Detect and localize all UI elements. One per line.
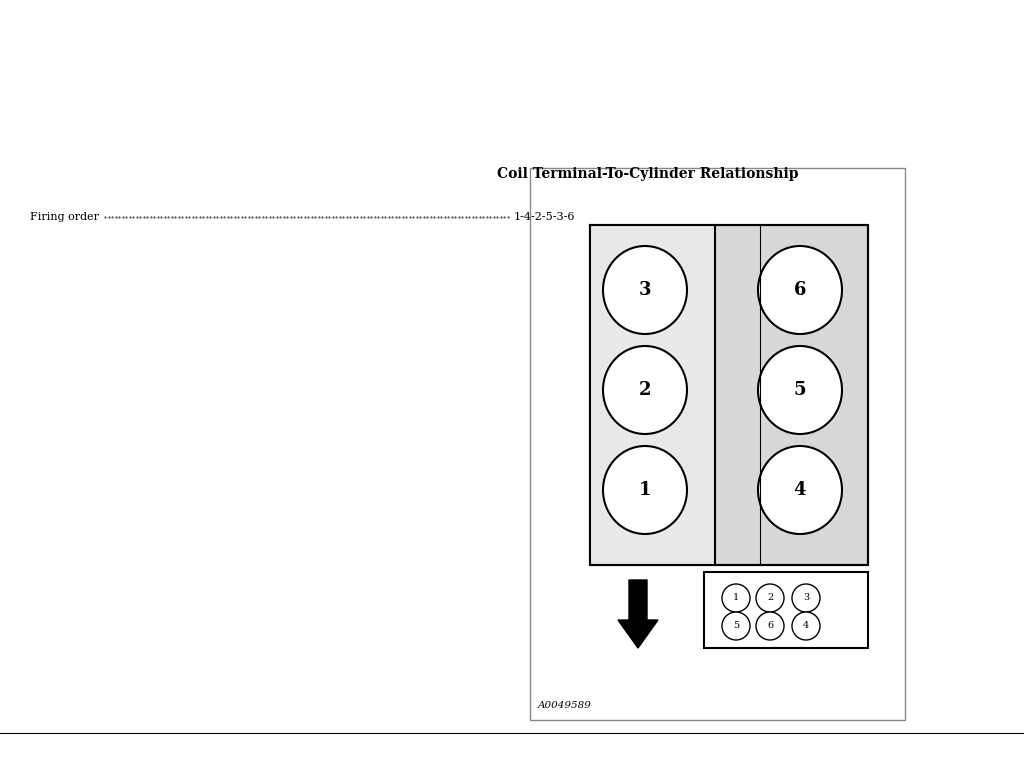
Ellipse shape (756, 612, 784, 640)
Text: 1: 1 (733, 594, 739, 603)
Text: 6: 6 (794, 281, 806, 299)
Ellipse shape (603, 446, 687, 534)
Ellipse shape (722, 584, 750, 612)
Bar (590, 225, 868, 565)
Text: 1-4-2-5-3-6: 1-4-2-5-3-6 (514, 212, 575, 222)
Text: 5: 5 (794, 381, 806, 399)
Text: 6: 6 (767, 621, 773, 631)
Ellipse shape (603, 346, 687, 434)
Text: Firing order: Firing order (30, 212, 99, 222)
Text: A0049589: A0049589 (538, 701, 592, 710)
Ellipse shape (603, 246, 687, 334)
Bar (705, 572, 868, 648)
Bar (590, 225, 715, 565)
Ellipse shape (758, 346, 842, 434)
Ellipse shape (758, 446, 842, 534)
Bar (590, 225, 868, 565)
Text: 1: 1 (639, 481, 651, 499)
Ellipse shape (758, 246, 842, 334)
Bar (530, 168, 905, 720)
Ellipse shape (792, 612, 820, 640)
Text: Coil Terminal-To-Cylinder Relationship: Coil Terminal-To-Cylinder Relationship (498, 167, 799, 181)
Text: 5: 5 (733, 621, 739, 631)
Polygon shape (618, 580, 658, 648)
Ellipse shape (722, 612, 750, 640)
Text: 3: 3 (639, 281, 651, 299)
Ellipse shape (792, 584, 820, 612)
Ellipse shape (756, 584, 784, 612)
Text: 2: 2 (767, 594, 773, 603)
Text: 4: 4 (794, 481, 806, 499)
Text: 4: 4 (803, 621, 809, 631)
Text: 2: 2 (639, 381, 651, 399)
Text: 3: 3 (803, 594, 809, 603)
